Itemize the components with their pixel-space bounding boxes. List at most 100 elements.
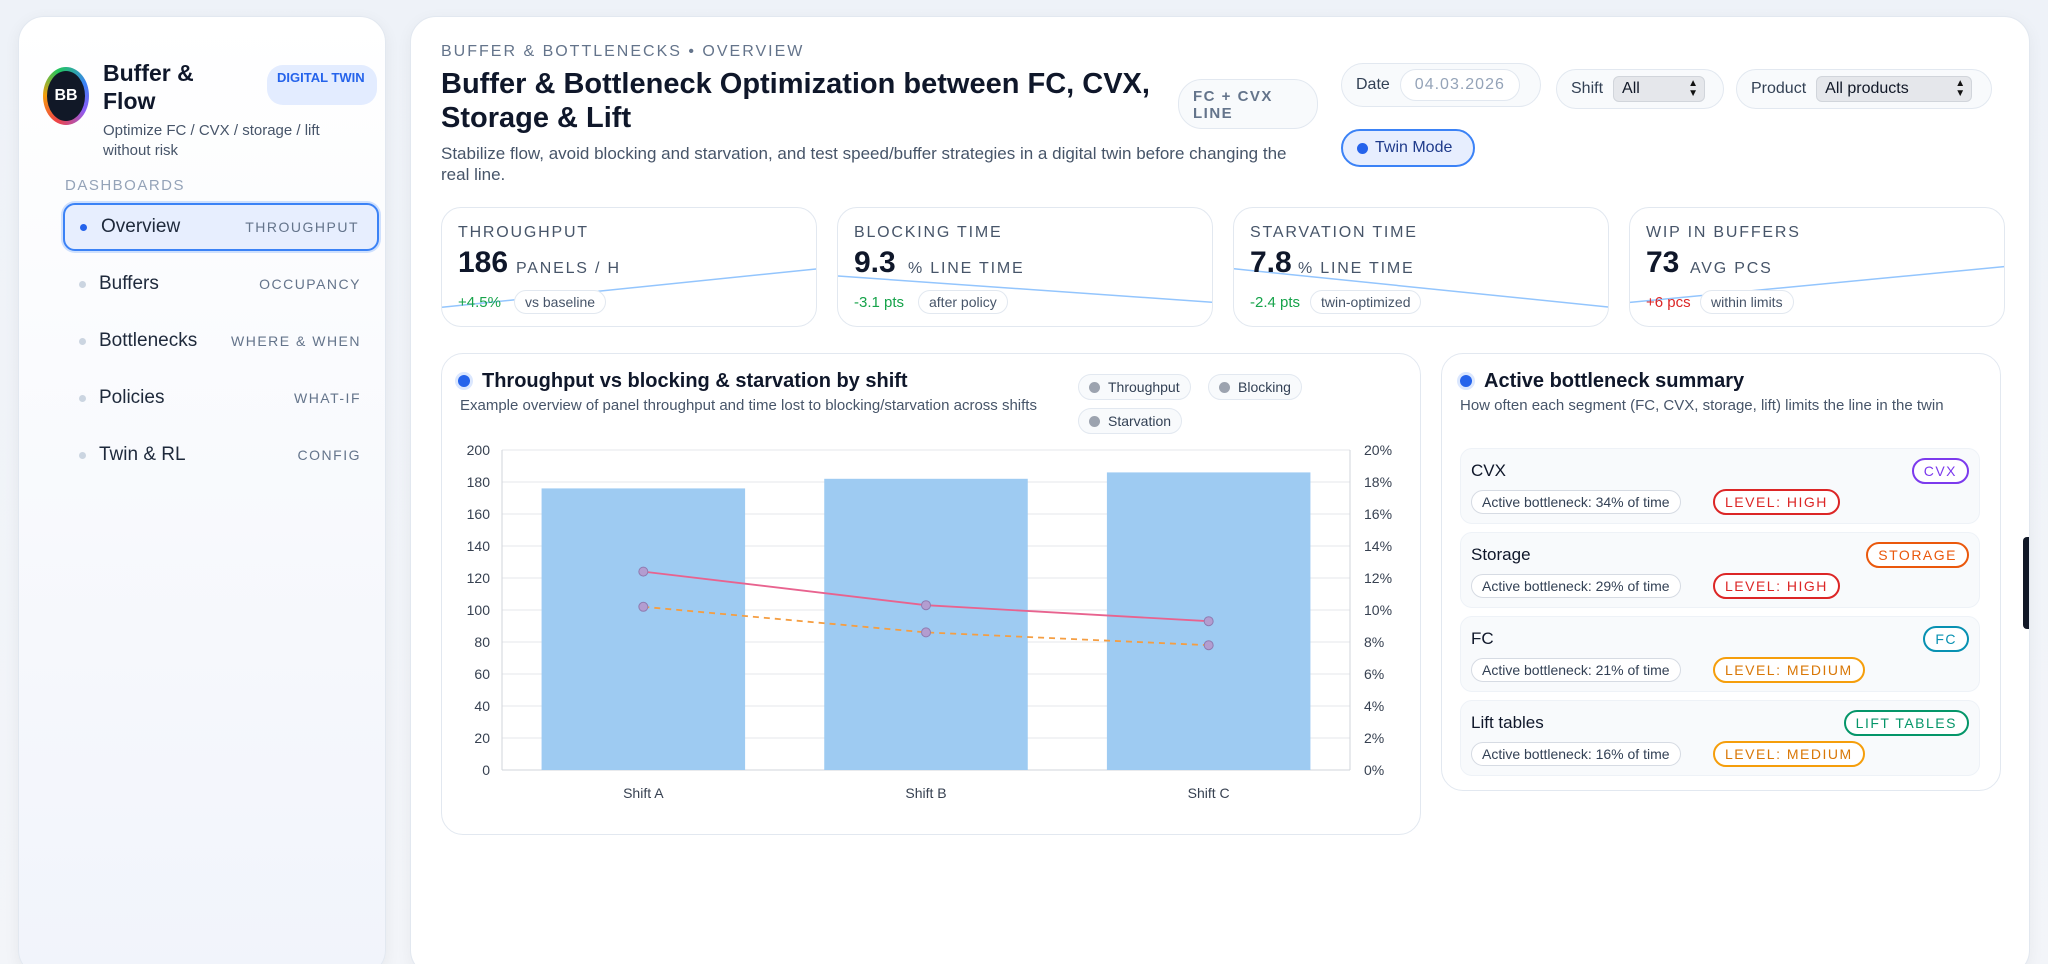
y-left-tick-label: 20 <box>474 730 490 746</box>
card-dot-icon <box>1460 375 1472 387</box>
sidebar-item-label: Buffers <box>99 273 159 294</box>
y-right-tick-label: 14% <box>1364 538 1392 554</box>
y-right-tick-label: 6% <box>1364 666 1384 682</box>
y-left-tick-label: 60 <box>474 666 490 682</box>
y-right-tick-label: 0% <box>1364 762 1384 778</box>
product-select-value: All products <box>1825 80 1909 97</box>
bottleneck-row-cvx[interactable]: CVX CVX Active bottleneck: 34% of time L… <box>1460 448 1980 524</box>
sparkline-line <box>1630 265 2004 304</box>
bottleneck-row-storage[interactable]: Storage STORAGE Active bottleneck: 29% o… <box>1460 532 1980 608</box>
kpi-card-starvation-time: STARVATION TIME 7.8 % LINE TIME -2.4 pts… <box>1233 207 1609 327</box>
select-arrows-icon: ▲ ▼ <box>1955 78 1966 99</box>
sparkline-line <box>1234 268 1608 308</box>
brand-title: Buffer & Flow <box>103 60 194 114</box>
digital-twin-badge: DIGITAL TWIN <box>267 65 377 105</box>
y-left-tick-label: 0 <box>482 762 490 778</box>
shift-select-value: All <box>1622 80 1640 97</box>
kpi-note: within limits <box>1700 290 1794 314</box>
x-tick-label: Shift B <box>905 785 946 801</box>
point-blocking <box>638 566 649 577</box>
bottleneck-card-title: Active bottleneck summary <box>1484 370 1745 392</box>
bar-throughput <box>824 478 1028 770</box>
point-blocking <box>921 600 931 611</box>
legend-dot-icon <box>1089 381 1100 393</box>
point-starvation <box>921 627 931 638</box>
legend-throughput[interactable]: Throughput <box>1078 374 1191 400</box>
date-filter: Date 04.03.2026 <box>1341 63 1541 107</box>
bottleneck-row-lift-tables[interactable]: Lift tables LIFT TABLES Active bottlenec… <box>1460 700 1980 776</box>
main-panel: BUFFER & BOTTLENECKS • OVERVIEW Buffer &… <box>410 16 2030 964</box>
kpi-note: twin-optimized <box>1310 290 1422 314</box>
twin-mode-button[interactable]: Twin Mode <box>1341 129 1475 167</box>
legend-starvation[interactable]: Starvation <box>1078 408 1183 434</box>
segment-tag: STORAGE <box>1866 542 1969 568</box>
segment-tag: FC <box>1923 626 1969 652</box>
bottleneck-card-subtitle: How often each segment (FC, CVX, storage… <box>1460 397 1944 414</box>
level-badge: LEVEL: HIGH <box>1713 573 1840 599</box>
brand-subtitle: Optimize FC / CVX / storage / lift witho… <box>103 122 320 159</box>
sparkline-line <box>442 268 816 308</box>
bottleneck-share: Active bottleneck: 34% of time <box>1471 490 1681 514</box>
dot-icon <box>79 281 86 288</box>
kpi-value: 7.8 <box>1250 246 1292 279</box>
chart-card-title: Throughput vs blocking & starvation by s… <box>482 370 908 392</box>
bottleneck-share: Active bottleneck: 29% of time <box>1471 574 1681 598</box>
kpi-sparkline <box>838 275 1212 304</box>
kpi-card-blocking-time: BLOCKING TIME 9.3 % LINE TIME -3.1 pts a… <box>837 207 1213 327</box>
kpi-value: 186 <box>458 246 509 279</box>
sidebar-item-twin-rl[interactable]: Twin & RL CONFIG <box>63 431 379 479</box>
legend-dot-icon <box>1219 381 1230 393</box>
sidebar-item-overview[interactable]: Overview THROUGHPUT <box>63 203 379 251</box>
brand: BB Buffer & Flow DIGITAL TWIN Optimize F… <box>43 43 383 163</box>
shift-label: Shift <box>1571 80 1604 97</box>
kpi-unit: % LINE TIME <box>908 260 1025 277</box>
kpi-unit: AVG PCS <box>1690 260 1773 277</box>
sidebar-item-policies[interactable]: Policies WHAT-IF <box>63 374 379 422</box>
bottleneck-row-fc[interactable]: FC FC Active bottleneck: 21% of time LEV… <box>1460 616 1980 692</box>
card-dot-icon <box>458 375 470 387</box>
date-input[interactable]: 04.03.2026 <box>1399 69 1520 101</box>
kpi-card-wip-in-buffers: WIP IN BUFFERS 73 AVG PCS +6 pcs within … <box>1629 207 2005 327</box>
product-select[interactable]: All products ▲ ▼ <box>1816 76 1973 102</box>
y-right-tick-label: 18% <box>1364 474 1392 490</box>
kpi-delta: -2.4 pts <box>1250 294 1301 311</box>
sidebar-item-tag: OCCUPANCY <box>259 276 361 292</box>
dashboards-section-label: DASHBOARDS <box>65 177 186 194</box>
y-right-tick-label: 2% <box>1364 730 1384 746</box>
sidebar-item-tag: WHERE & WHEN <box>231 333 361 349</box>
legend-dot-icon <box>1089 415 1100 427</box>
sidebar-item-buffers[interactable]: Buffers OCCUPANCY <box>63 260 379 308</box>
sidebar-item-bottlenecks[interactable]: Bottlenecks WHERE & WHEN <box>63 317 379 365</box>
line-pill: FC + CVX LINE <box>1178 79 1318 129</box>
kpi-delta: +6 pcs <box>1646 294 1691 311</box>
point-starvation <box>1203 640 1214 651</box>
twin-mode-dot-icon <box>1357 142 1368 154</box>
select-arrows-icon: ▲ ▼ <box>1688 78 1699 99</box>
dot-icon <box>79 452 86 459</box>
brand-logo: BB <box>43 67 89 125</box>
shift-select[interactable]: All ▲ ▼ <box>1613 76 1706 102</box>
sidebar-nav: Overview THROUGHPUT Buffers OCCUPANCY Bo… <box>63 203 379 488</box>
scrollbar-thumb[interactable] <box>2023 537 2029 629</box>
y-right-tick-label: 20% <box>1364 442 1392 458</box>
legend-blocking[interactable]: Blocking <box>1208 374 1302 400</box>
y-left-tick-label: 180 <box>467 474 491 490</box>
kpi-sparkline <box>442 268 816 308</box>
kpi-unit: % LINE TIME <box>1298 260 1415 277</box>
kpi-sparkline <box>1234 268 1608 308</box>
kpi-label: WIP IN BUFFERS <box>1646 224 1801 241</box>
product-filter: Product All products ▲ ▼ <box>1736 69 1992 109</box>
x-tick-label: Shift C <box>1188 785 1230 801</box>
segment-tag: LIFT TABLES <box>1843 710 1969 736</box>
dot-icon <box>79 395 86 402</box>
level-badge: LEVEL: MEDIUM <box>1713 741 1865 767</box>
breadcrumb: BUFFER & BOTTLENECKS • OVERVIEW <box>441 43 805 60</box>
point-starvation <box>638 601 649 612</box>
kpi-delta: -3.1 pts <box>854 294 905 311</box>
bottleneck-name: CVX <box>1471 461 1506 480</box>
y-left-tick-label: 100 <box>467 602 491 618</box>
y-left-tick-label: 120 <box>467 570 491 586</box>
y-left-tick-label: 160 <box>467 506 491 522</box>
level-badge: LEVEL: MEDIUM <box>1713 657 1865 683</box>
date-label: Date <box>1356 76 1390 93</box>
